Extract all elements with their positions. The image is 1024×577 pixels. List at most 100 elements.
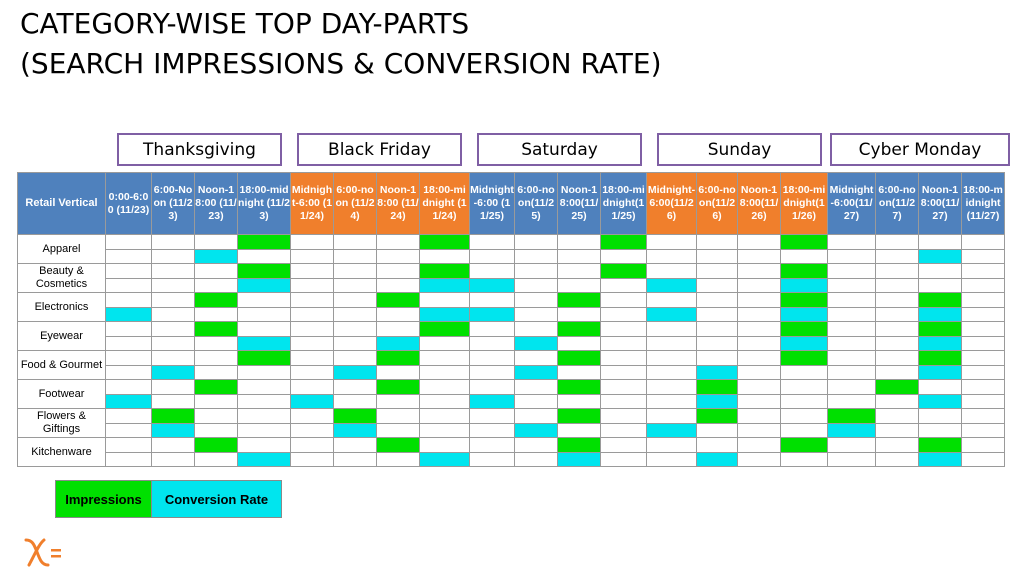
- grid-cell: [961, 321, 1005, 337]
- header-daypart-16: 18:00-midnight(11/26): [780, 172, 828, 235]
- grid-cell: [961, 408, 1005, 424]
- grid-cell: [696, 234, 738, 250]
- title-line-1: CATEGORY-WISE TOP DAY-PARTS: [20, 7, 470, 40]
- grid-cell: [737, 234, 781, 250]
- legend-impressions: Impressions: [56, 481, 151, 517]
- grid-cell: [333, 263, 377, 279]
- grid-cell: [105, 451, 152, 467]
- header-retail-vertical: Retail Vertical: [17, 172, 106, 235]
- grid-cell: [737, 292, 781, 308]
- grid-cell: [557, 306, 601, 322]
- day-label-cyber-monday: Cyber Monday: [830, 133, 1010, 166]
- impressions-highlight-cell: [557, 437, 601, 453]
- conversion-highlight-cell: [918, 306, 962, 322]
- grid-cell: [333, 234, 377, 250]
- impressions-highlight-cell: [333, 408, 377, 424]
- grid-cell: [469, 451, 515, 467]
- vertical-label: Food & Gourmet: [17, 350, 106, 380]
- conversion-highlight-cell: [918, 393, 962, 409]
- grid-cell: [600, 335, 647, 351]
- grid-cell: [290, 234, 334, 250]
- grid-cell: [646, 437, 697, 453]
- impressions-highlight-cell: [780, 350, 828, 366]
- grid-cell: [646, 263, 697, 279]
- grid-cell: [961, 248, 1005, 264]
- impressions-highlight-cell: [376, 350, 420, 366]
- conversion-highlight-cell: [557, 451, 601, 467]
- conversion-highlight-cell: [918, 364, 962, 380]
- grid-cell: [646, 393, 697, 409]
- table-row: [18, 393, 1005, 409]
- vertical-label: Kitchenware: [17, 437, 106, 467]
- grid-cell: [737, 263, 781, 279]
- grid-cell: [419, 335, 470, 351]
- grid-cell: [918, 408, 962, 424]
- grid-cell: [419, 437, 470, 453]
- grid-cell: [696, 335, 738, 351]
- grid-cell: [780, 422, 828, 438]
- grid-cell: [600, 306, 647, 322]
- grid-cell: [557, 248, 601, 264]
- grid-cell: [827, 335, 876, 351]
- grid-cell: [194, 263, 238, 279]
- grid-cell: [151, 350, 195, 366]
- impressions-highlight-cell: [918, 292, 962, 308]
- conversion-highlight-cell: [237, 451, 291, 467]
- grid-cell: [696, 306, 738, 322]
- grid-cell: [696, 350, 738, 366]
- grid-cell: [469, 335, 515, 351]
- conversion-highlight-cell: [696, 393, 738, 409]
- grid-cell: [105, 248, 152, 264]
- grid-cell: [469, 364, 515, 380]
- grid-cell: [827, 451, 876, 467]
- conversion-highlight-cell: [151, 422, 195, 438]
- impressions-highlight-cell: [419, 234, 470, 250]
- vertical-label: Footwear: [17, 379, 106, 409]
- grid-cell: [737, 422, 781, 438]
- impressions-highlight-cell: [918, 437, 962, 453]
- grid-cell: [151, 393, 195, 409]
- grid-cell: [875, 234, 919, 250]
- table-row: [18, 451, 1005, 467]
- grid-cell: [918, 277, 962, 293]
- grid-cell: [237, 292, 291, 308]
- vertical-label: Eyewear: [17, 321, 106, 351]
- header-daypart-13: Midnight-6:00(11/26): [646, 172, 697, 235]
- table-row: Eyewear: [17, 321, 1005, 351]
- grid-cell: [469, 408, 515, 424]
- grid-cell: [105, 408, 152, 424]
- conversion-highlight-cell: [290, 393, 334, 409]
- grid-cell: [875, 321, 919, 337]
- header-daypart-3: Noon-18:00 (11/23): [194, 172, 238, 235]
- grid-cell: [875, 306, 919, 322]
- grid-cell: [827, 364, 876, 380]
- grid-cell: [419, 364, 470, 380]
- impressions-highlight-cell: [780, 292, 828, 308]
- grid-cell: [600, 393, 647, 409]
- grid-cell: [737, 321, 781, 337]
- table-row: [18, 335, 1005, 351]
- header-daypart-5: Midnight-6:00 (11/24): [290, 172, 334, 235]
- grid-cell: [827, 234, 876, 250]
- grid-cell: [875, 393, 919, 409]
- grid-cell: [194, 350, 238, 366]
- grid-cell: [514, 248, 558, 264]
- legend-conversion-rate: Conversion Rate: [151, 481, 281, 517]
- grid-cell: [469, 248, 515, 264]
- grid-cell: [333, 335, 377, 351]
- grid-cell: [827, 263, 876, 279]
- grid-cell: [875, 422, 919, 438]
- impressions-highlight-cell: [600, 263, 647, 279]
- impressions-highlight-cell: [780, 263, 828, 279]
- conversion-highlight-cell: [696, 364, 738, 380]
- grid-cell: [333, 306, 377, 322]
- grid-cell: [780, 379, 828, 395]
- conversion-highlight-cell: [918, 451, 962, 467]
- table-row: [18, 364, 1005, 380]
- grid-cell: [290, 248, 334, 264]
- grid-cell: [737, 437, 781, 453]
- grid-cell: [333, 248, 377, 264]
- grid-cell: [290, 321, 334, 337]
- grid-cell: [419, 248, 470, 264]
- header-daypart-19: Noon-18:00(11/27): [918, 172, 962, 235]
